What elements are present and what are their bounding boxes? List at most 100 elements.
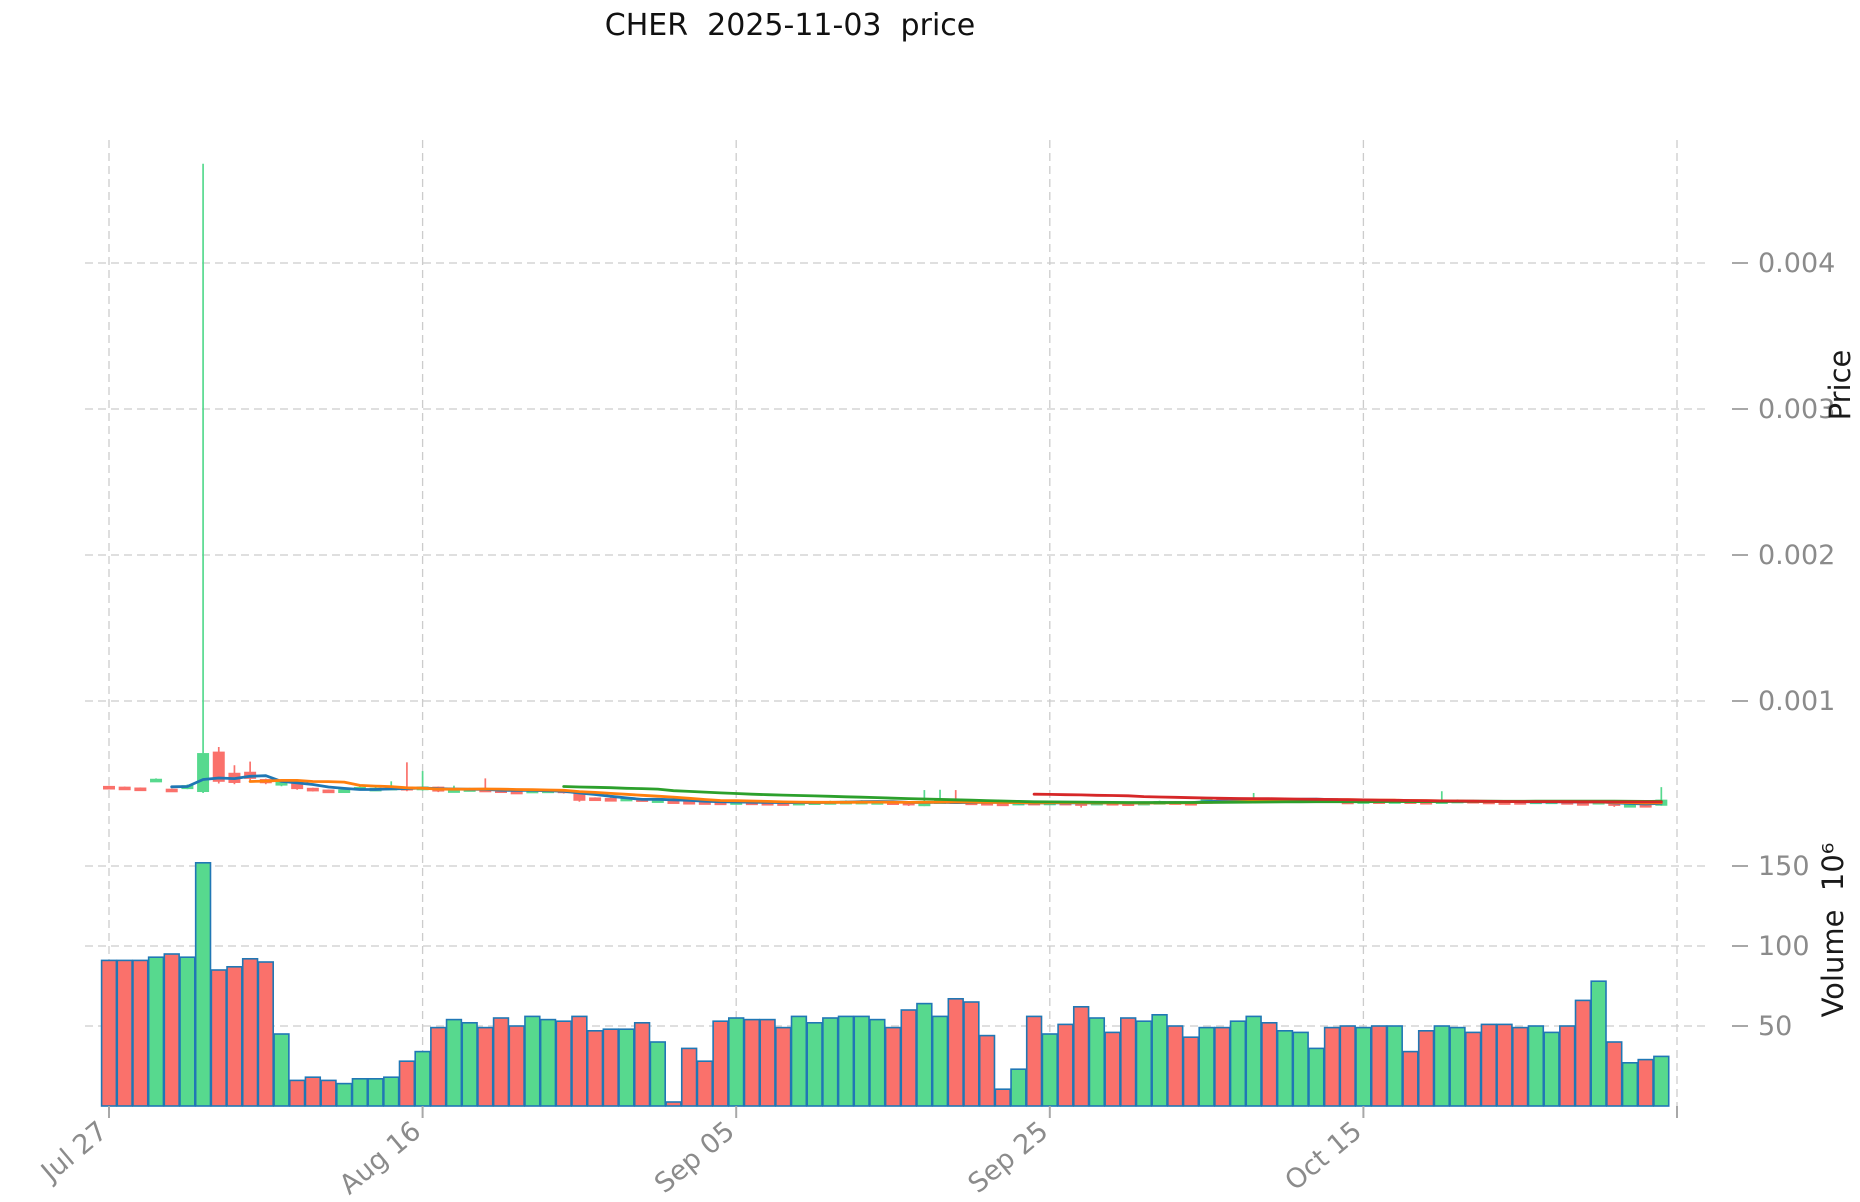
volume-bar: [665, 1101, 682, 1107]
volume-bar: [602, 1028, 619, 1107]
volume-bar: [367, 1078, 384, 1107]
moving-average-lines: [170, 774, 1663, 806]
volume-tick-label: 150: [1758, 851, 1810, 882]
volume-bar: [1464, 1031, 1482, 1107]
volume-bar: [1590, 980, 1607, 1107]
chart-title: CHER 2025-11-03 price: [604, 8, 976, 43]
volume-bar: [335, 1082, 353, 1107]
volume-bar: [147, 956, 165, 1107]
volume-bar: [806, 1021, 823, 1107]
volume-bar: [696, 1060, 714, 1107]
volume-bar: [1527, 1025, 1545, 1107]
volume-bar: [116, 959, 133, 1107]
volume-bar: [1323, 1026, 1341, 1107]
volume-bar: [1574, 999, 1592, 1107]
volume-bar: [884, 1026, 902, 1107]
volume-bar: [869, 1018, 886, 1107]
volume-bar: [273, 1033, 290, 1107]
volume-bar: [179, 956, 196, 1107]
price-tick-label: 0.003: [1758, 394, 1835, 425]
volume-bar: [1370, 1025, 1388, 1107]
volume-bar: [1120, 1017, 1137, 1107]
volume-bar: [477, 1026, 494, 1107]
volume-bar: [398, 1060, 416, 1107]
date-tick-label: Oct 15: [1279, 1116, 1368, 1197]
volume-bar: [1386, 1025, 1403, 1107]
volume-bar: [727, 1017, 745, 1107]
volume-bar: [1653, 1055, 1670, 1107]
date-tick-label: Sep 25: [962, 1116, 1054, 1200]
volume-bar: [194, 861, 212, 1107]
volume-bar: [132, 959, 149, 1107]
volume-bar: [461, 1021, 478, 1107]
volume-bar: [1417, 1030, 1435, 1107]
volume-bar: [226, 965, 243, 1107]
volume-bar: [351, 1078, 369, 1107]
volume-bar: [508, 1025, 525, 1107]
volume-bar: [414, 1050, 431, 1107]
volume-bar: [931, 1015, 949, 1107]
volume-bar: [994, 1088, 1011, 1107]
volume-bar: [1637, 1058, 1654, 1107]
volume-bar: [1135, 1020, 1153, 1107]
volume-bar: [743, 1018, 761, 1107]
volume-bar: [712, 1020, 729, 1107]
volume-bar: [916, 1002, 933, 1107]
candle-body: [212, 751, 225, 782]
date-tick-label: Jul 27: [34, 1116, 113, 1190]
volume-bar: [822, 1017, 839, 1107]
volume-bar: [445, 1018, 463, 1107]
date-tick-label: Aug 16: [334, 1116, 427, 1201]
candle-body: [103, 785, 115, 790]
volume-bar: [383, 1076, 400, 1107]
volume-bar: [1512, 1026, 1529, 1107]
volume-bar: [1198, 1026, 1215, 1107]
volume-bar: [1480, 1023, 1498, 1107]
volume-bar: [1245, 1015, 1262, 1107]
candle-body: [118, 786, 131, 791]
volume-bar: [837, 1015, 855, 1107]
ma-60-line: [1032, 792, 1663, 804]
volume-bar: [1214, 1026, 1231, 1107]
volume-bar: [1041, 1033, 1059, 1107]
price-axis-label: Price: [1823, 349, 1857, 421]
volume-bar: [320, 1079, 337, 1107]
volume-bar: [790, 1015, 808, 1107]
volume-bar: [963, 1001, 980, 1107]
volume-bar: [555, 1020, 572, 1107]
volume-bar: [900, 1009, 917, 1107]
volume-bar: [947, 997, 964, 1107]
volume-bar: [163, 953, 180, 1107]
candlesticks: [103, 163, 1668, 808]
volume-bar: [524, 1015, 541, 1107]
price-tick-label: 0.002: [1758, 540, 1835, 571]
volume-bar: [586, 1030, 604, 1107]
volume-bar: [1559, 1025, 1576, 1107]
volume-bar: [304, 1076, 322, 1107]
candle-body: [322, 789, 335, 794]
volume-bar: [618, 1028, 635, 1107]
volume-bar: [1292, 1031, 1309, 1107]
volume-bar: [257, 961, 274, 1107]
price-tick-label: 0.001: [1758, 686, 1835, 717]
volume-bar: [1057, 1023, 1074, 1107]
volume-bar: [1151, 1013, 1168, 1107]
candle-body: [150, 778, 163, 783]
volume-bar: [1276, 1030, 1294, 1107]
volume-bar: [1261, 1021, 1278, 1107]
volume-bar: [430, 1026, 447, 1107]
gridlines: [85, 140, 1708, 1106]
volume-bar: [1355, 1026, 1372, 1107]
volume-bar: [853, 1015, 870, 1107]
volume-bar: [759, 1018, 776, 1107]
volume-bar: [1088, 1017, 1106, 1107]
volume-bar: [680, 1047, 698, 1107]
date-tick-label: Sep 05: [649, 1116, 741, 1200]
candle-body: [306, 787, 319, 792]
volume-bars: [100, 861, 1670, 1107]
volume-bar: [1543, 1031, 1560, 1107]
volume-bar: [1339, 1025, 1356, 1107]
volume-tick-label: 100: [1758, 931, 1810, 962]
volume-bar: [775, 1026, 792, 1107]
